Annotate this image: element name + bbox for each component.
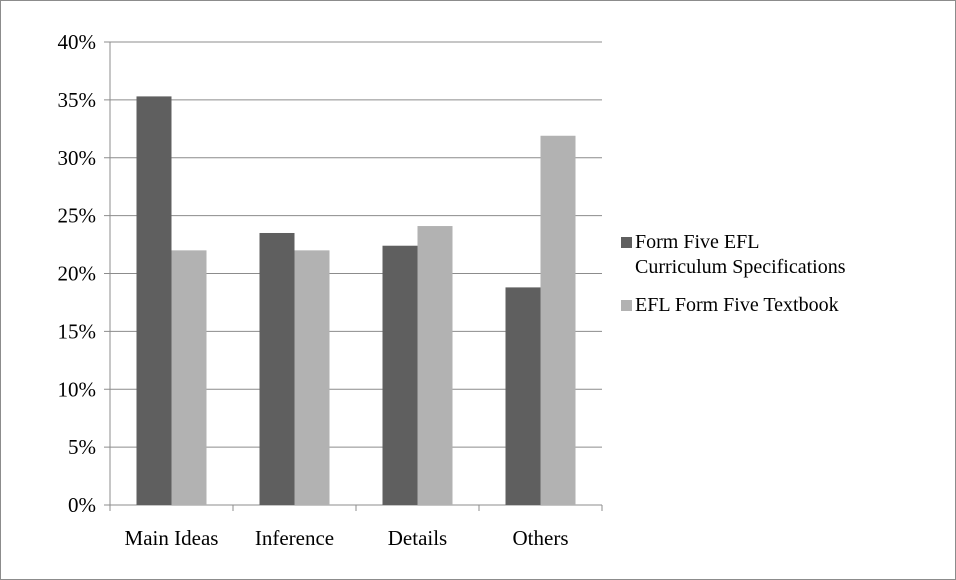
y-tick-label: 10% xyxy=(58,377,97,401)
legend-label: EFL Form Five Textbook xyxy=(635,294,839,316)
x-category-label: Main Ideas xyxy=(125,526,219,550)
bar-textbook-details xyxy=(417,226,453,506)
legend-swatch xyxy=(621,237,632,248)
x-category-label: Inference xyxy=(255,526,334,550)
bars xyxy=(136,96,576,506)
x-axis-categories: Main Ideas Inference Details Others xyxy=(125,526,569,550)
legend-label: Form Five EFL xyxy=(635,231,759,253)
y-tick-label: 20% xyxy=(58,262,97,286)
y-tick-label: 0% xyxy=(68,493,96,517)
y-tick-label: 30% xyxy=(58,146,97,170)
legend[interactable]: Form Five EFL Curriculum Specifications EF… xyxy=(621,231,846,316)
bar-curriculum-main-ideas xyxy=(136,96,172,505)
legend-label: Curriculum Specifications xyxy=(635,256,846,278)
x-category-label: Details xyxy=(388,526,447,550)
y-tick-label: 15% xyxy=(58,319,97,343)
legend-swatch xyxy=(621,300,632,311)
bar-textbook-main-ideas xyxy=(171,250,207,505)
y-tick-label: 5% xyxy=(68,435,96,459)
y-axis-ticks: 0% 5% 10% 15% 20% 25% 30% 35% 40% xyxy=(58,30,110,517)
bar-curriculum-details xyxy=(382,245,418,505)
y-tick-label: 25% xyxy=(58,204,97,228)
bar-textbook-others xyxy=(540,135,576,505)
y-tick-label: 40% xyxy=(58,30,97,54)
x-category-label: Others xyxy=(513,526,569,550)
bar-curriculum-inference xyxy=(259,232,295,506)
bar-curriculum-others xyxy=(505,287,541,505)
y-tick-label: 35% xyxy=(58,88,97,112)
bar-textbook-inference xyxy=(294,250,330,505)
